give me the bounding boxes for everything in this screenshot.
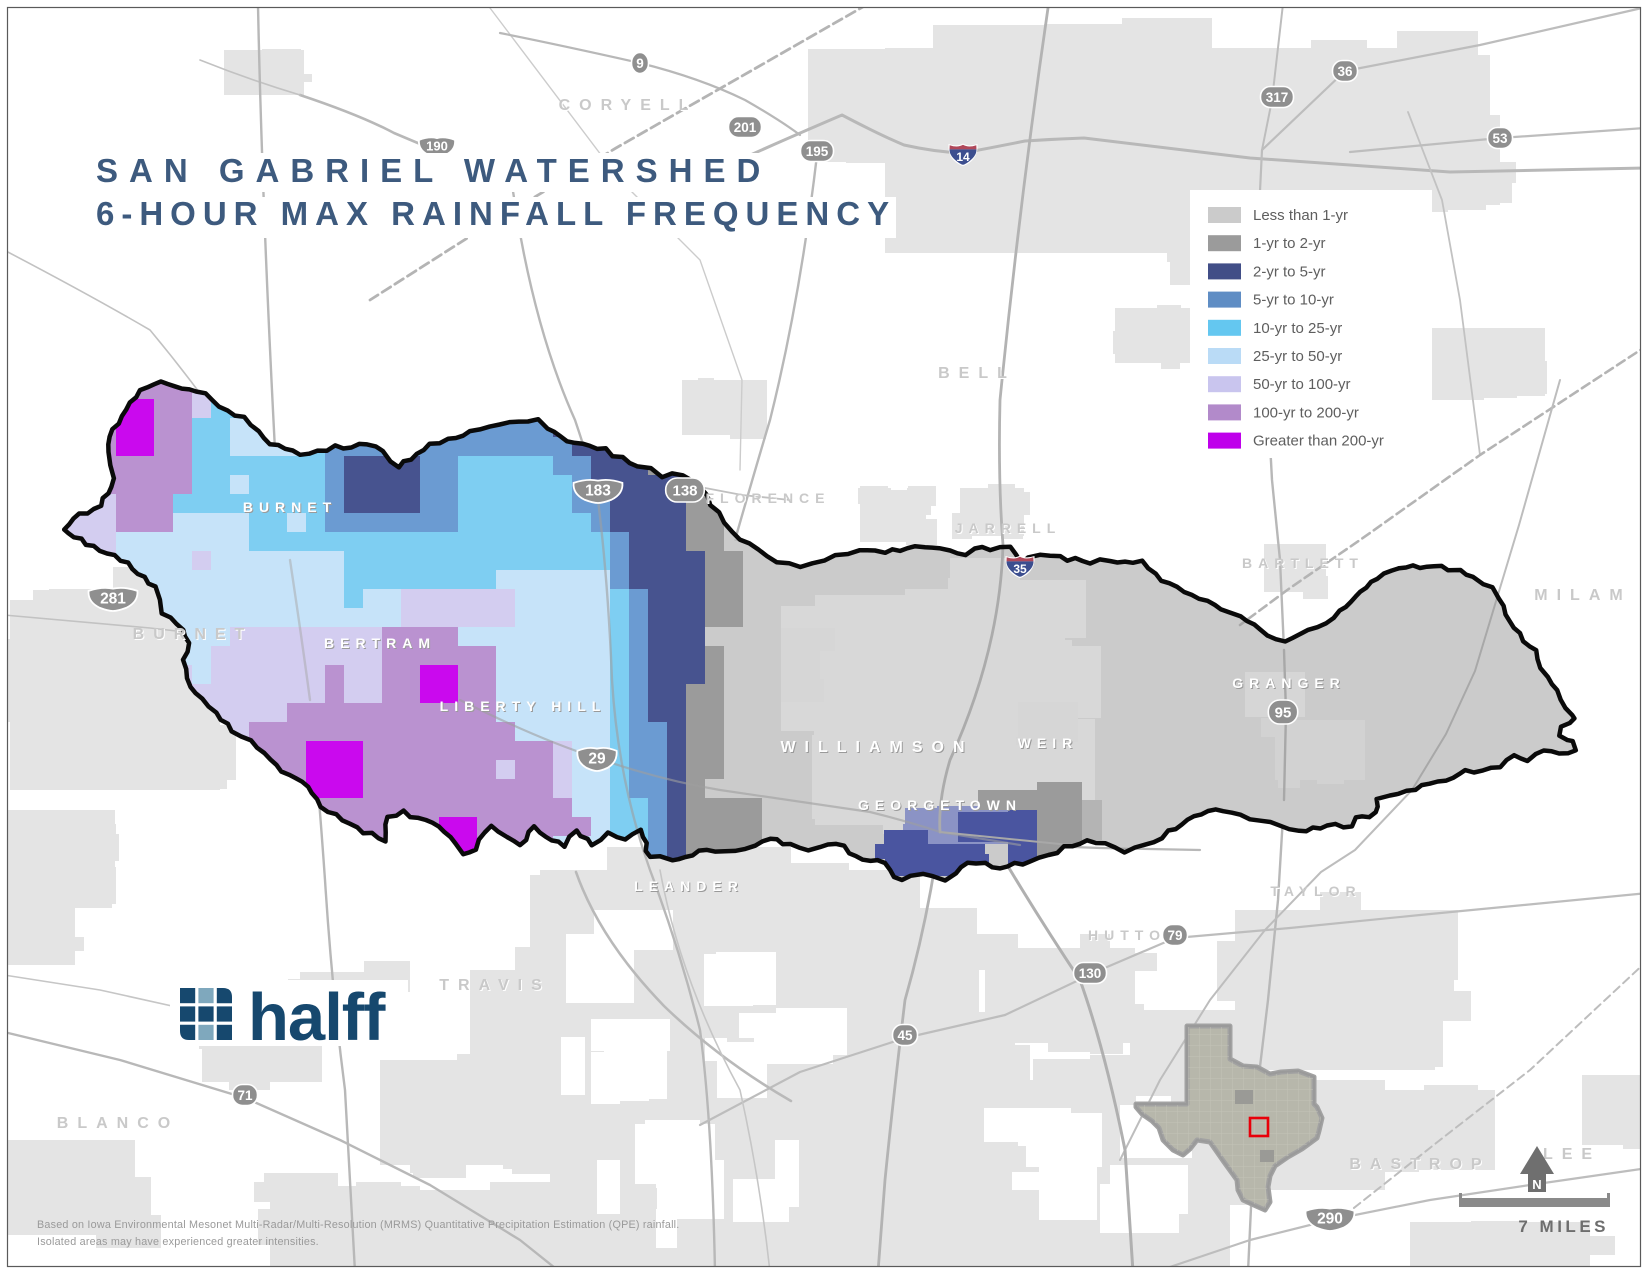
svg-text:183: 183 [585, 483, 611, 500]
svg-text:JARRELL: JARRELL [955, 520, 1062, 536]
svg-text:95: 95 [1275, 704, 1292, 721]
svg-text:2-yr to 5-yr: 2-yr to 5-yr [1253, 263, 1326, 280]
svg-text:GRANGER: GRANGER [1233, 676, 1347, 692]
svg-text:HUTTO: HUTTO [1088, 927, 1166, 943]
svg-text:CORYELL: CORYELL [560, 98, 699, 115]
svg-text:7 MILES: 7 MILES [1518, 1217, 1609, 1236]
svg-text:WILLIAMSON: WILLIAMSON [781, 740, 974, 757]
svg-text:CORYELL: CORYELL [559, 97, 698, 114]
svg-text:53: 53 [1492, 131, 1508, 146]
svg-text:36: 36 [1337, 64, 1353, 79]
svg-text:GEORGETOWN: GEORGETOWN [858, 797, 1022, 813]
svg-text:GEORGETOWN: GEORGETOWN [859, 798, 1023, 814]
svg-text:BERTRAM: BERTRAM [324, 635, 436, 651]
svg-text:BERTRAM: BERTRAM [325, 636, 437, 652]
svg-text:281: 281 [100, 591, 126, 608]
svg-text:BELL: BELL [939, 366, 1017, 383]
svg-text:FLORENCE: FLORENCE [706, 490, 831, 506]
svg-text:71: 71 [237, 1088, 253, 1103]
svg-text:JARRELL: JARRELL [956, 521, 1063, 537]
svg-text:MILAM: MILAM [1535, 588, 1632, 605]
svg-text:WEIR: WEIR [1018, 735, 1079, 751]
svg-text:BARTLETT: BARTLETT [1242, 555, 1364, 571]
svg-text:N: N [1532, 1177, 1541, 1192]
svg-text:138: 138 [672, 482, 697, 499]
svg-text:BURNET: BURNET [133, 626, 254, 643]
svg-text:79: 79 [1167, 928, 1182, 943]
svg-text:100-yr to 200-yr: 100-yr to 200-yr [1253, 404, 1359, 421]
svg-text:LIBERTY HILL: LIBERTY HILL [440, 698, 607, 714]
svg-text:9: 9 [636, 56, 644, 71]
svg-text:Isolated areas may have experi: Isolated areas may have experienced grea… [37, 1236, 319, 1248]
svg-text:LEANDER: LEANDER [635, 879, 745, 895]
svg-text:14: 14 [956, 150, 970, 164]
svg-text:MILAM: MILAM [1534, 587, 1631, 604]
svg-text:29: 29 [588, 751, 606, 768]
svg-text:130: 130 [1079, 966, 1102, 981]
svg-text:FLORENCE: FLORENCE [707, 491, 832, 507]
svg-text:LEE: LEE [1543, 1146, 1601, 1163]
svg-text:317: 317 [1266, 90, 1289, 105]
svg-text:BURNET: BURNET [244, 500, 338, 516]
svg-text:BLANCO: BLANCO [58, 1116, 180, 1133]
svg-text:BELL: BELL [938, 365, 1016, 382]
svg-text:6-HOUR MAX RAINFALL FREQUENCY: 6-HOUR MAX RAINFALL FREQUENCY [96, 195, 896, 232]
svg-text:BARTLETT: BARTLETT [1243, 556, 1365, 572]
svg-text:TAYLOR: TAYLOR [1271, 884, 1362, 900]
svg-text:35: 35 [1013, 562, 1027, 576]
svg-text:45: 45 [897, 1028, 913, 1043]
svg-text:BLANCO: BLANCO [57, 1115, 179, 1132]
svg-text:BASTROP: BASTROP [1349, 1156, 1490, 1173]
svg-text:WILLIAMSON: WILLIAMSON [780, 739, 973, 756]
svg-text:25-yr to 50-yr: 25-yr to 50-yr [1253, 348, 1342, 365]
svg-text:190: 190 [426, 139, 448, 154]
svg-text:TAYLOR: TAYLOR [1270, 883, 1361, 899]
svg-text:195: 195 [806, 144, 829, 159]
svg-text:LEANDER: LEANDER [634, 878, 744, 894]
svg-text:50-yr to 100-yr: 50-yr to 100-yr [1253, 376, 1351, 393]
svg-text:Greater than 200-yr: Greater than 200-yr [1253, 433, 1384, 450]
svg-text:TRAVIS: TRAVIS [440, 978, 551, 995]
svg-text:BURNET: BURNET [243, 499, 337, 515]
svg-text:Based on Iowa Environmental Me: Based on Iowa Environmental Mesonet Mult… [37, 1219, 679, 1231]
svg-text:Less than 1-yr: Less than 1-yr [1253, 207, 1348, 224]
svg-text:SAN GABRIEL WATERSHED: SAN GABRIEL WATERSHED [96, 152, 771, 189]
svg-text:BURNET: BURNET [134, 627, 255, 644]
svg-text:HUTTO: HUTTO [1089, 928, 1167, 944]
svg-text:LIBERTY HILL: LIBERTY HILL [441, 699, 608, 715]
svg-text:5-yr to 10-yr: 5-yr to 10-yr [1253, 292, 1334, 309]
svg-text:GRANGER: GRANGER [1232, 675, 1346, 691]
svg-text:1-yr to 2-yr: 1-yr to 2-yr [1253, 235, 1326, 252]
svg-text:290: 290 [1317, 1211, 1343, 1228]
svg-text:BASTROP: BASTROP [1350, 1157, 1491, 1174]
svg-text:201: 201 [734, 120, 757, 135]
svg-text:WEIR: WEIR [1019, 736, 1080, 752]
svg-text:10-yr to 25-yr: 10-yr to 25-yr [1253, 320, 1342, 337]
svg-text:halff: halff [248, 980, 386, 1055]
svg-text:LEE: LEE [1544, 1147, 1602, 1164]
svg-text:TRAVIS: TRAVIS [439, 977, 550, 994]
